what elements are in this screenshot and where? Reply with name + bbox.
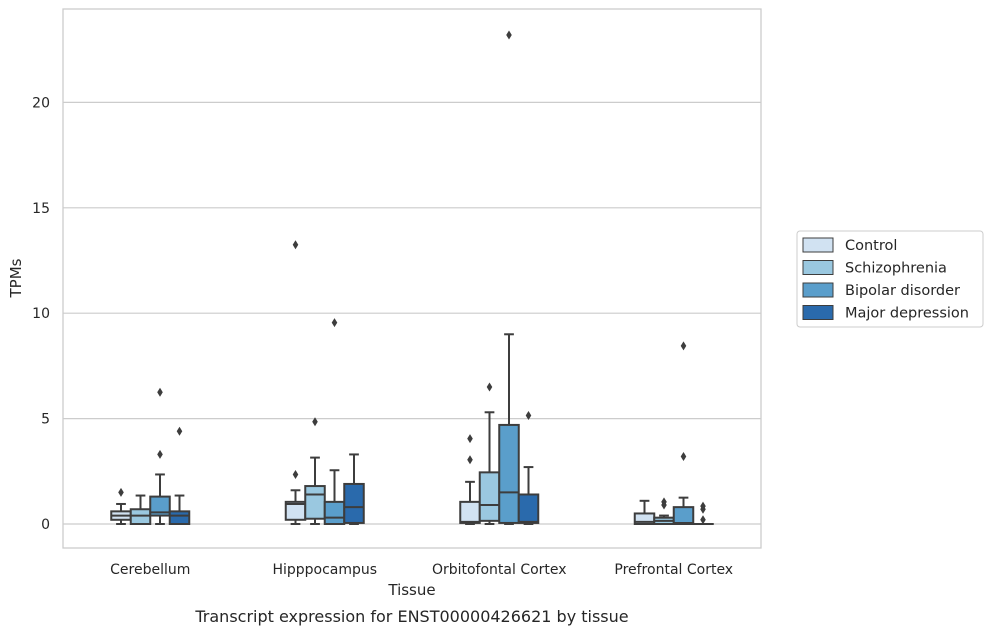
x-tick-label: Cerebellum [110,562,190,578]
outlier-point [525,410,532,420]
chart-caption: Transcript expression for ENST0000042662… [194,607,628,626]
y-tick-label: 5 [41,412,50,428]
outlier-point [157,449,163,459]
box-body [343,482,365,524]
box-control-2 [459,434,481,525]
outlier-point [700,501,706,511]
outlier-point [680,452,687,462]
legend-label: Schizophrenia [845,261,947,277]
x-tick-label: Hipppocampus [272,562,377,578]
x-axis-label: Tissue [387,581,435,599]
box-body [517,493,540,524]
legend-frame [796,230,984,328]
box-body [478,471,501,522]
box-bipolar-disorder-2 [498,30,520,525]
box-major-depression-1 [343,453,365,525]
x-tick-labels: Cerebellum Hipppocampus Orbitofontal Corte… [110,562,733,578]
outlier-point [331,318,338,328]
y-axis-label: TPMs [7,258,25,298]
box-body [459,500,481,524]
box-major-depression-3 [692,501,714,526]
legend-swatch [802,282,834,298]
box-major-depression-2 [517,410,540,525]
box-schizophrenia-0 [129,494,152,525]
outlier-point [292,240,299,250]
box-schizophrenia-3 [653,497,675,526]
outlier-point [176,426,183,436]
x-tick-label: Prefrontal Cortex [614,562,733,578]
box-series [110,30,714,526]
outlier-point [292,469,299,479]
box-major-depression-0 [168,426,191,525]
y-tick-label: 10 [32,306,50,322]
box-bipolar-disorder-3 [672,341,695,525]
box-bipolar-disorder-0 [149,387,171,525]
outlier-point [486,382,493,392]
legend-label: Control [845,238,897,254]
x-tick-label: Orbitofontal Cortex [432,562,567,578]
box-bipolar-disorder-1 [323,318,346,525]
box-body [498,423,520,524]
outlier-point [312,417,318,427]
y-tick-label: 15 [32,201,50,217]
outlier-point [118,487,124,497]
box-body [672,506,695,525]
plot-area [63,9,761,548]
outlier-point [506,30,512,40]
plot-frame [62,8,762,549]
outlier-point [467,434,473,444]
legend-label: Major depression [845,306,969,322]
box-body [304,485,326,520]
legend-swatch [802,260,834,275]
legend-swatch [802,305,834,320]
y-tick-label: 20 [32,95,50,111]
legend-swatch [802,237,834,253]
y-tick-labels: 0 5 10 15 20 [32,95,50,533]
box-body [129,508,152,525]
outlier-point [661,497,667,507]
box-body [323,500,346,525]
box-body [168,510,191,525]
outlier-point [157,387,163,397]
outlier-point [700,515,706,525]
outlier-point [467,455,473,465]
legend: Control Schizophrenia Bipolar disorder Majo… [796,230,984,328]
y-tick-label: 0 [41,517,50,533]
box-body [149,495,171,517]
legend-label: Bipolar disorder [845,283,960,299]
outlier-point [680,341,687,351]
